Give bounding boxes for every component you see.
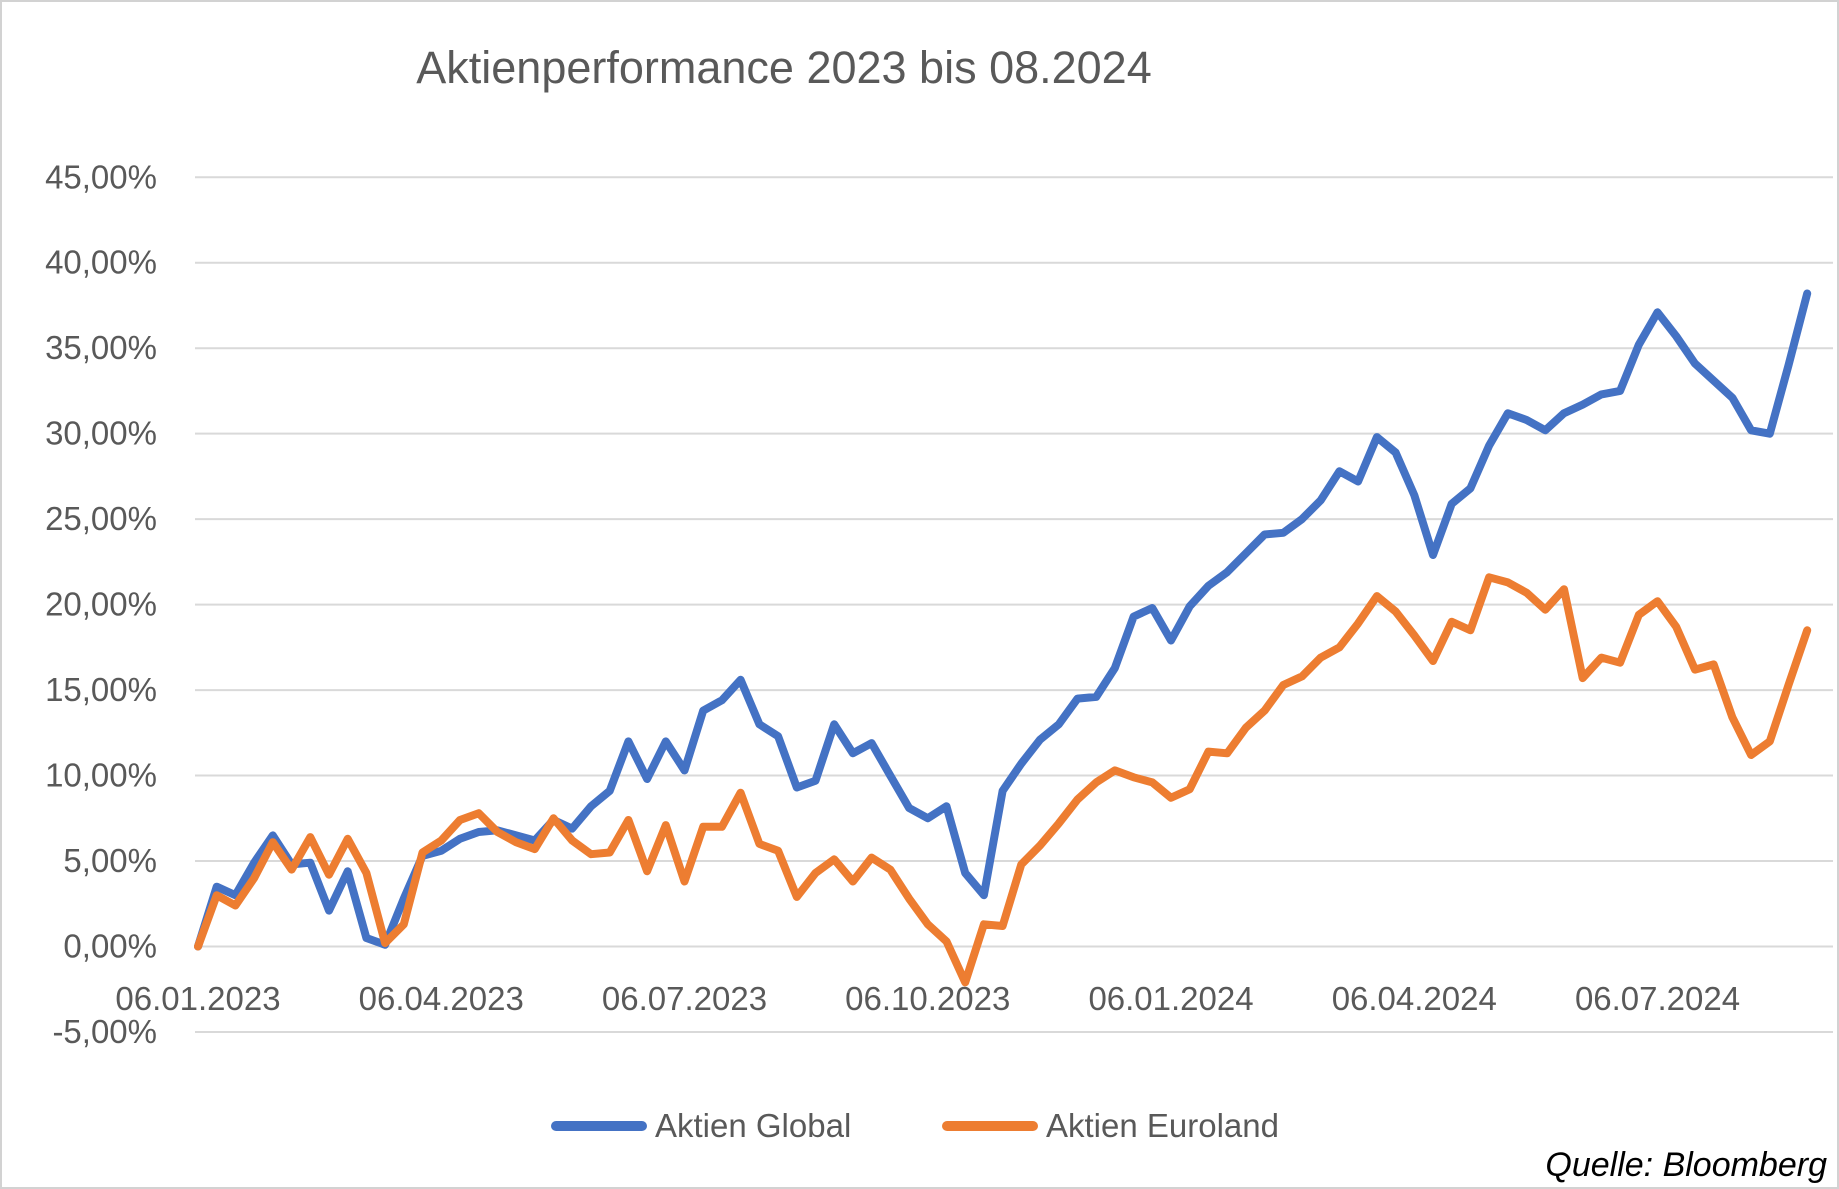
y-axis-label-5: 5,00% (63, 842, 157, 879)
source-note: Quelle: Bloomberg (1545, 1146, 1827, 1184)
x-axis-label-06.07.2023: 06.07.2023 (602, 980, 767, 1017)
series-line-aktien-global[interactable] (194, 289, 1812, 951)
legend-swatch-aktien-euroland (942, 1121, 1038, 1131)
legend-item-aktien-euroland[interactable]: Aktien Euroland (942, 1106, 1279, 1146)
series-line-aktien-euroland[interactable] (194, 573, 1812, 987)
y-axis-label-40: 40,00% (45, 244, 157, 281)
y-axis-label-20: 20,00% (45, 586, 157, 623)
y-axis-label-35: 35,00% (45, 329, 157, 366)
y-axis-label-15: 15,00% (45, 671, 157, 708)
x-axis-label-06.10.2023: 06.10.2023 (845, 980, 1010, 1017)
y-axis-label-25: 25,00% (45, 500, 157, 537)
legend-label-aktien-euroland: Aktien Euroland (1046, 1107, 1279, 1144)
y-axis-label--5: -5,00% (52, 1013, 157, 1050)
x-axis-label-06.01.2023: 06.01.2023 (115, 980, 280, 1017)
x-axis-label-06.07.2024: 06.07.2024 (1575, 980, 1740, 1017)
y-axis-label-30: 30,00% (45, 415, 157, 452)
y-axis-label-45: 45,00% (45, 158, 157, 195)
legend-item-aktien-global[interactable]: Aktien Global (551, 1106, 851, 1146)
x-axis-label-06.01.2024: 06.01.2024 (1088, 980, 1253, 1017)
y-axis-label-10: 10,00% (45, 757, 157, 794)
chart-title: Aktienperformance 2023 bis 08.2024 (416, 42, 1152, 93)
legend-swatch-aktien-global (551, 1121, 647, 1131)
x-axis-label-06.04.2023: 06.04.2023 (359, 980, 524, 1017)
legend-label-aktien-global: Aktien Global (655, 1107, 852, 1144)
y-axis-label-0: 0,00% (63, 928, 157, 965)
x-axis-label-06.04.2024: 06.04.2024 (1332, 980, 1497, 1017)
